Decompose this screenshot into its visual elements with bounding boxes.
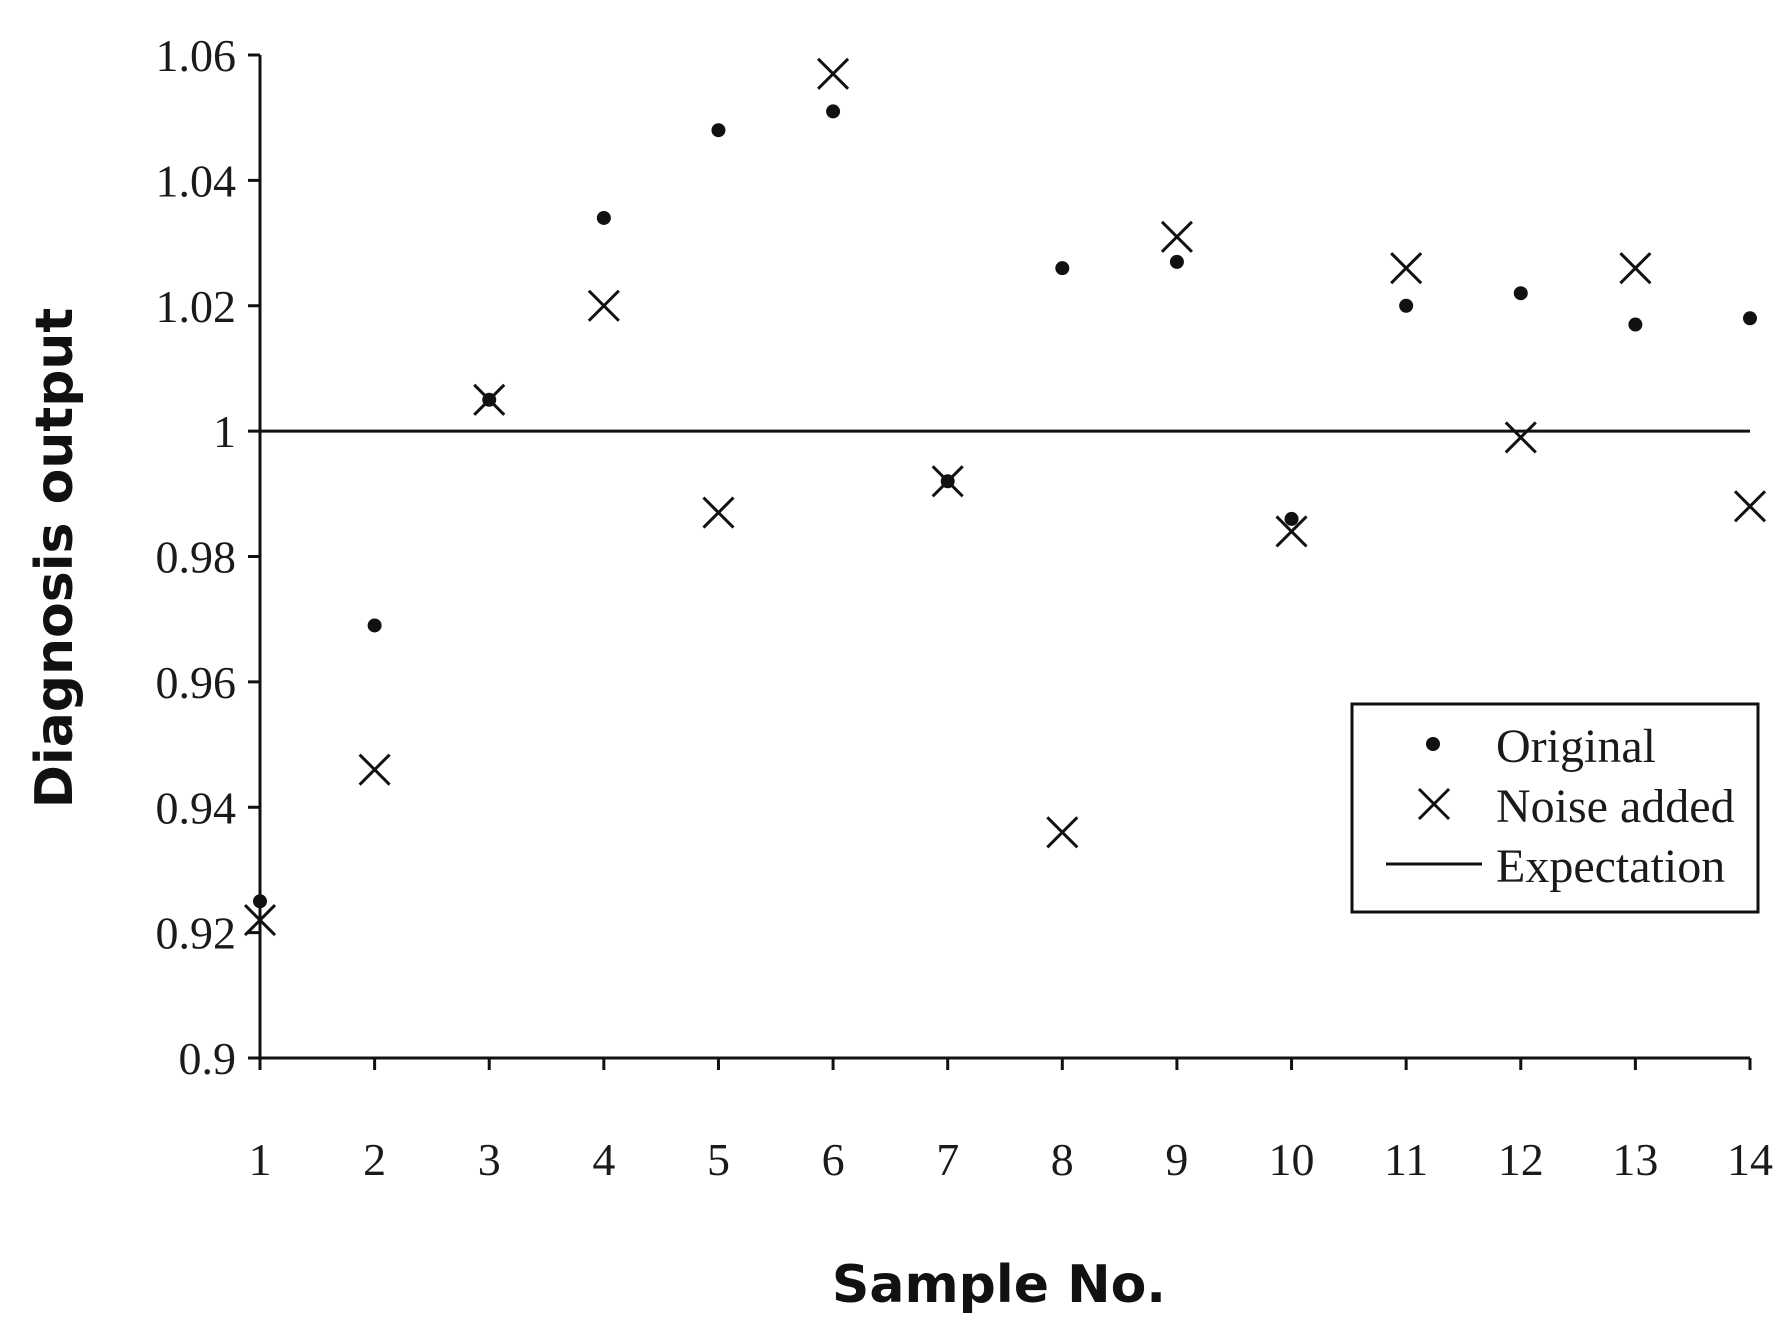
original-point: [367, 618, 382, 633]
y-tick-label: 0.98: [156, 532, 237, 583]
x-tick-label: 6: [822, 1134, 845, 1185]
noise-added-point: [1275, 515, 1308, 548]
x-tick-label: 3: [478, 1134, 501, 1185]
x-tick-label: 12: [1498, 1134, 1544, 1185]
y-axis: 0.9 0.92 0.94 0.96 0.98 1 1.02 1.04 1.06: [156, 30, 262, 1084]
legend-noise-label: Noise added: [1496, 780, 1735, 833]
y-tick-label: 0.96: [156, 657, 237, 708]
y-tick-label: 1.02: [156, 281, 237, 332]
original-point: [1399, 298, 1414, 313]
y-tick-label: 0.9: [179, 1033, 237, 1084]
x-axis-title: Sample No.: [832, 1255, 1166, 1315]
x-tick-label: 1: [249, 1134, 272, 1185]
x-axis: 1 2 3 4 5 6 7 8 9 10 11 12 13 14: [249, 1056, 1773, 1185]
legend-noise-marker: [1417, 787, 1451, 821]
original-point: [826, 104, 841, 119]
original-point: [1055, 261, 1070, 276]
noise-added-point: [587, 289, 620, 322]
original-point: [1169, 254, 1184, 269]
noise-added-point: [1160, 220, 1193, 253]
x-tick-label: 4: [592, 1134, 615, 1185]
x-tick-label: 11: [1384, 1134, 1428, 1185]
legend-original-marker: [1426, 737, 1440, 751]
y-tick-label: 1: [213, 406, 236, 457]
noise-added-series: [243, 57, 1767, 937]
legend: Original Noise added Expectation: [1350, 702, 1760, 914]
noise-added-point: [1046, 816, 1079, 849]
noise-added-point: [473, 383, 506, 416]
original-point: [711, 123, 726, 138]
noise-added-point: [358, 753, 391, 786]
noise-added-point: [1504, 421, 1537, 454]
original-point: [1743, 311, 1757, 326]
y-tick-label: 0.94: [156, 782, 237, 833]
x-tick-label: 9: [1165, 1134, 1188, 1185]
legend-box: [1350, 702, 1760, 914]
x-tick-label: 13: [1612, 1134, 1658, 1185]
y-axis-title: Diagnosis output: [25, 308, 85, 809]
noise-added-point: [1733, 490, 1767, 523]
original-point: [1513, 286, 1528, 301]
x-tick-label: 14: [1727, 1134, 1773, 1185]
noise-added-point: [243, 904, 277, 937]
original-point: [596, 210, 611, 225]
original-point: [253, 894, 267, 909]
noise-added-point: [817, 57, 850, 90]
original-point: [1628, 317, 1643, 332]
noise-added-point: [1619, 252, 1652, 285]
x-tick-label: 2: [363, 1134, 386, 1185]
y-tick-label: 1.04: [156, 155, 237, 206]
x-tick-label: 8: [1051, 1134, 1074, 1185]
noise-added-point: [702, 496, 735, 529]
y-tick-label: 1.06: [156, 30, 237, 81]
y-tick-label: 0.92: [156, 908, 237, 959]
x-tick-label: 10: [1269, 1134, 1315, 1185]
noise-added-point: [1390, 252, 1423, 285]
x-tick-label: 7: [936, 1134, 959, 1185]
original-point: [1284, 511, 1299, 526]
legend-expectation-label: Expectation: [1496, 840, 1725, 893]
noise-added-point: [931, 465, 964, 498]
x-tick-label: 5: [707, 1134, 730, 1185]
legend-original-label: Original: [1496, 720, 1656, 773]
